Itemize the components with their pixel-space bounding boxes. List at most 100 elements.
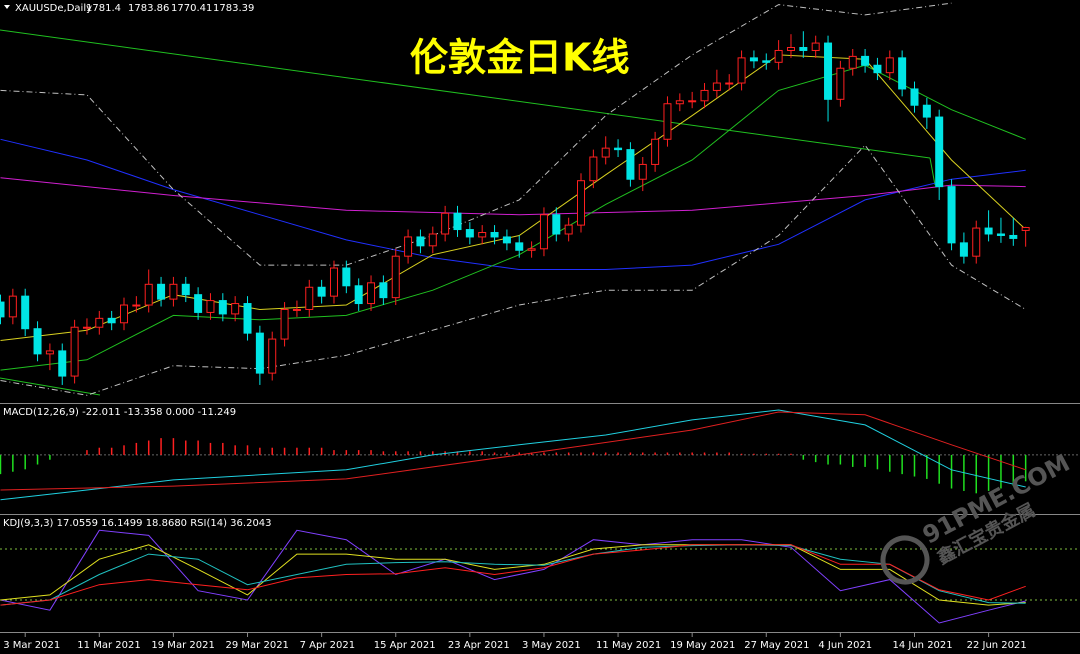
x-tick-label: 3 May 2021 (522, 640, 581, 651)
candle-body (663, 103, 672, 140)
candle-body (749, 57, 758, 62)
x-tick-label: 22 Jun 2021 (967, 640, 1027, 651)
candle-body (292, 308, 301, 311)
candle-body (873, 64, 882, 74)
candle-body (725, 82, 734, 85)
candle-body (58, 350, 67, 377)
candle-body (490, 232, 499, 238)
candle-body (478, 232, 487, 238)
candle-body (280, 308, 289, 340)
candle-body (737, 57, 746, 84)
candle-body (614, 147, 623, 151)
header-low: 1770.41 (171, 3, 212, 14)
candle-body (206, 300, 215, 313)
candle-body (194, 294, 203, 313)
candle-body (441, 212, 450, 235)
x-tick-label: 11 Mar 2021 (77, 640, 140, 651)
candle-body (218, 300, 227, 315)
candle-body (1021, 226, 1030, 231)
menu-arrow (4, 5, 10, 9)
candle-body (45, 350, 54, 355)
candle-body (342, 267, 351, 287)
x-tick-label: 14 Jun 2021 (892, 640, 952, 651)
candle-body (947, 186, 956, 244)
indicator-line (0, 544, 1026, 606)
candle-body (367, 282, 376, 305)
chart-title: 伦敦金日K线 (410, 36, 629, 80)
candle-body (552, 214, 561, 235)
indicator-line (0, 411, 1026, 491)
candle-body (922, 104, 931, 118)
candle-body (8, 295, 17, 318)
candle-body (774, 49, 783, 63)
candle-body (0, 301, 5, 318)
candle-body (836, 67, 845, 100)
candle-body (70, 326, 79, 377)
x-tick-label: 23 Apr 2021 (448, 640, 510, 651)
candle-body (959, 242, 968, 257)
candle-body (317, 286, 326, 297)
indicator-line (0, 54, 1027, 341)
x-tick-label: 29 Mar 2021 (226, 640, 289, 651)
candle-body (181, 283, 190, 296)
header-close: 1783.39 (213, 3, 254, 14)
candle-body (651, 138, 660, 165)
candle-body (984, 227, 993, 235)
macd-label: MACD(12,26,9) -22.011 -13.358 0.000 -11.… (3, 407, 236, 418)
x-tick-label: 15 Apr 2021 (374, 640, 436, 651)
candle-body (391, 255, 400, 299)
candle-body (589, 156, 598, 182)
x-tick-label: 4 Jun 2021 (818, 640, 872, 651)
candle-body (428, 233, 437, 247)
candle-body (354, 285, 363, 305)
indicator-line (0, 529, 1026, 624)
candle-body (329, 267, 338, 297)
x-tick-label: 27 May 2021 (744, 640, 809, 651)
candle-body (255, 332, 264, 374)
indicator-line (0, 2, 952, 266)
indicator-line (0, 544, 1026, 606)
header-high: 1783.86 (128, 3, 169, 14)
candle-body (848, 55, 857, 69)
x-tick-label: 11 May 2021 (596, 640, 661, 651)
candle-body (144, 283, 153, 306)
candle-body (786, 47, 795, 51)
candle-body (885, 57, 894, 74)
candle-body (416, 236, 425, 247)
candle-body (465, 229, 474, 238)
trendline (0, 377, 101, 396)
candle-body (243, 303, 252, 334)
candle-body (626, 149, 635, 180)
trendline (929, 157, 936, 186)
candle-body (268, 338, 277, 374)
candle-body (712, 82, 721, 91)
candle-body (996, 233, 1005, 236)
symbol: XAUUSDe,Daily (15, 3, 92, 14)
candle-body (935, 116, 944, 188)
candle-body (231, 303, 240, 315)
candle-body (169, 283, 178, 300)
candle-body (379, 282, 388, 299)
watermark-logo (880, 535, 930, 585)
candle-body (107, 317, 116, 324)
candle-body (811, 42, 820, 51)
candle-body (515, 242, 524, 251)
candle-body (120, 304, 129, 324)
candle-body (33, 328, 42, 355)
candle-body (527, 248, 536, 251)
candle-body (688, 100, 697, 103)
candle-body (453, 212, 462, 231)
header-open: 1781.4 (86, 3, 121, 14)
indicator-line (0, 544, 1026, 606)
candle-body (700, 89, 709, 102)
x-tick-label: 3 Mar 2021 (3, 640, 60, 651)
candle-body (861, 55, 870, 66)
candle-body (1009, 234, 1018, 239)
candle-body (898, 57, 907, 90)
candle-body (404, 236, 413, 257)
candle-body (21, 295, 30, 330)
candle-body (132, 304, 141, 307)
candle-body (910, 88, 919, 106)
